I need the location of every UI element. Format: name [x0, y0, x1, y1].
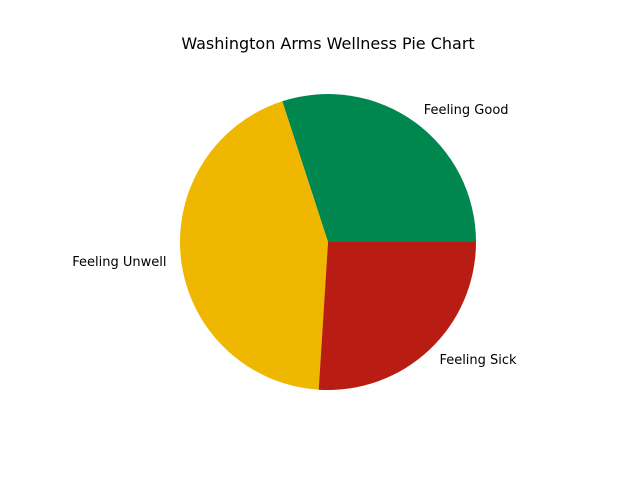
slice-label-feeling-sick: Feeling Sick — [439, 353, 517, 368]
pie-slice-feeling-unwell — [179, 101, 328, 390]
pie-slices — [179, 93, 476, 391]
slice-label-feeling-unwell: Feeling Unwell — [72, 255, 166, 270]
pie-slice-feeling-sick — [318, 242, 476, 391]
pie-slice-feeling-good — [282, 93, 476, 242]
pie-labels: Feeling Good Feeling Unwell Feeling Sick — [72, 103, 517, 368]
chart-title: Washington Arms Wellness Pie Chart — [181, 34, 474, 53]
slice-label-feeling-good: Feeling Good — [424, 103, 509, 118]
